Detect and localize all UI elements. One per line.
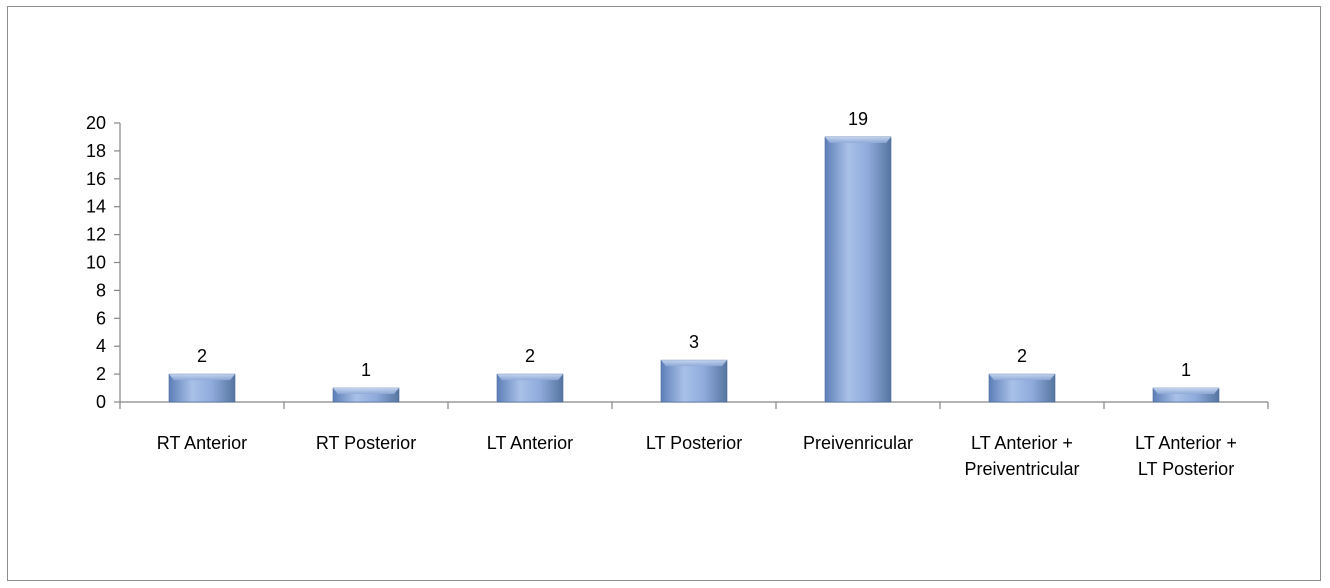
data-label: 2 [525,346,535,366]
data-label: 2 [1017,346,1027,366]
y-tick-label: 12 [86,225,106,245]
y-tick-label: 20 [86,113,106,133]
labels: 2 RT Anterior 1 RT Posterior 2 LT Anterior 3 LT… [157,109,1237,479]
data-label: 2 [197,346,207,366]
data-label: 3 [689,332,699,352]
category-label: RT Anterior [157,433,247,453]
bar [168,373,236,403]
category-label: LT Posterior [646,433,742,453]
bar [1152,387,1220,403]
bar [824,136,892,403]
y-tick-label: 10 [86,253,106,273]
category-label: LT Anterior + LT Posterior [1135,433,1237,479]
bar [332,387,400,403]
bar [660,359,728,403]
y-tick-label: 0 [96,392,106,412]
bar [496,373,564,403]
bars [168,136,1220,403]
y-tick-label: 8 [96,280,106,300]
y-tick-label: 4 [96,336,106,356]
y-tick-label: 16 [86,169,106,189]
bar [988,373,1056,403]
y-tick-label: 2 [96,364,106,384]
y-tick-label: 6 [96,308,106,328]
data-label: 1 [361,360,371,380]
data-label: 1 [1181,360,1191,380]
category-label: LT Anterior [487,433,573,453]
category-label: RT Posterior [316,433,416,453]
category-label: LT Anterior + Preiventricular [964,433,1079,479]
y-tick-label: 18 [86,141,106,161]
category-label: Preivenricular [803,433,913,453]
data-label: 19 [848,109,868,129]
chart-frame [7,6,1321,581]
y-tick-label: 14 [86,197,106,217]
